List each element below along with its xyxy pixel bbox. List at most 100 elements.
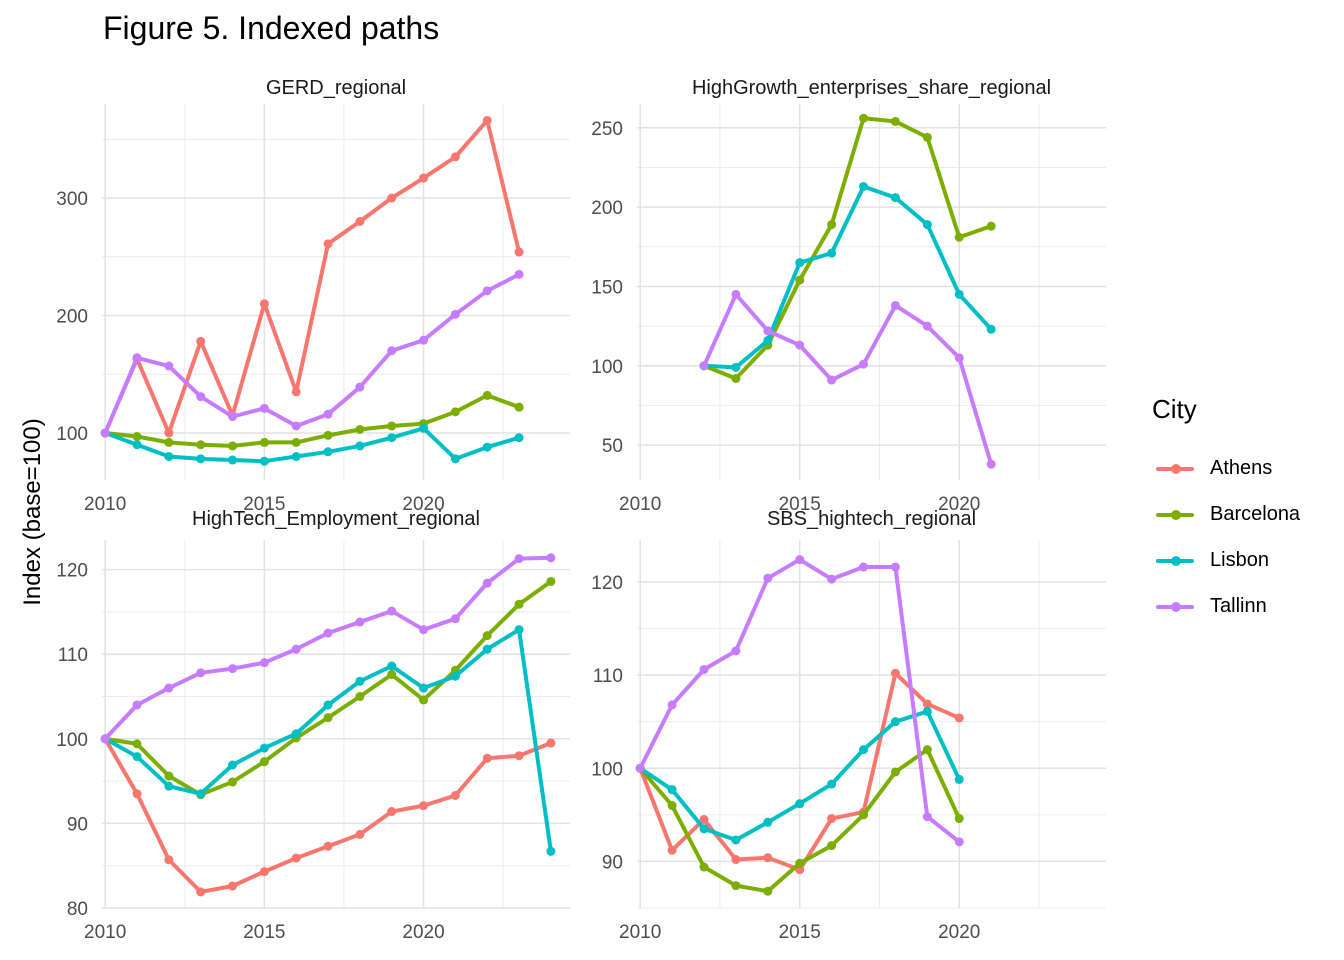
data-point-lisbon [387, 661, 397, 671]
data-point-athens [387, 193, 397, 203]
data-point-tallinn [731, 289, 741, 299]
series-line-tallinn [103, 272, 522, 435]
legend-label-lisbon: Lisbon [1210, 548, 1269, 571]
data-point-lisbon [954, 774, 964, 784]
legend-label-barcelona: Barcelona [1210, 502, 1301, 525]
data-point-tallinn [699, 664, 709, 674]
data-point-lisbon [763, 817, 773, 827]
data-point-barcelona [419, 695, 429, 705]
data-point-tallinn [323, 409, 333, 419]
x-tick-label: 2020 [402, 922, 444, 943]
legend-key-athens [1152, 455, 1198, 481]
data-point-athens [890, 668, 900, 678]
series-line-barcelona [103, 393, 522, 448]
data-point-tallinn [291, 421, 301, 431]
data-point-tallinn [859, 359, 869, 369]
data-point-tallinn [355, 382, 365, 392]
data-point-lisbon [546, 846, 556, 856]
data-point-tallinn [763, 326, 773, 336]
data-point-barcelona [731, 881, 741, 891]
series-athens [100, 115, 524, 438]
legend-title: City [1152, 394, 1197, 424]
data-point-tallinn [100, 428, 110, 438]
legend: City Athens Barcelona Lisbon Tallinn [1152, 394, 1300, 629]
data-point-athens [763, 853, 773, 863]
data-point-lisbon [667, 785, 677, 795]
data-point-tallinn [699, 361, 709, 371]
data-point-athens [323, 239, 333, 249]
series-line-athens [103, 736, 553, 894]
data-point-lisbon [731, 835, 741, 845]
data-point-barcelona [859, 113, 869, 123]
data-point-lisbon [132, 440, 142, 450]
series-lisbon [100, 423, 524, 466]
data-point-lisbon [514, 433, 524, 443]
data-point-barcelona [164, 771, 174, 781]
data-point-tallinn [514, 554, 524, 564]
series-line-athens [103, 118, 522, 435]
data-point-tallinn [827, 574, 837, 584]
data-point-tallinn [795, 340, 805, 350]
data-point-athens [164, 428, 174, 438]
data-point-lisbon [827, 248, 837, 258]
y-tick-label: 110 [593, 666, 623, 687]
data-point-barcelona [795, 275, 805, 285]
data-point-lisbon [763, 335, 773, 345]
data-point-barcelona [546, 576, 556, 586]
data-point-lisbon [795, 258, 805, 268]
data-point-athens [482, 753, 492, 763]
data-point-tallinn [355, 617, 365, 627]
data-point-lisbon [387, 433, 397, 443]
panel-highgrowth-enterprises-share-regional: 2010 2015 2020 50 100 150 200 250 HighGrowth_ent… [591, 77, 1106, 515]
data-point-lisbon [514, 625, 524, 635]
data-point-athens [132, 789, 142, 799]
data-point-barcelona [228, 441, 238, 451]
data-point-barcelona [699, 862, 709, 872]
data-point-lisbon [323, 700, 333, 710]
data-point-lisbon [859, 745, 869, 755]
data-point-barcelona [763, 886, 773, 896]
y-tick-label: 100 [591, 759, 623, 780]
legend-item-athens: Athens [1152, 445, 1300, 491]
y-tick-label: 100 [591, 357, 623, 378]
data-point-barcelona [922, 745, 932, 755]
data-point-barcelona [986, 221, 996, 231]
y-tick-label: 90 [602, 852, 623, 873]
legend-item-tallinn: Tallinn [1152, 583, 1300, 629]
y-tick-label: 50 [602, 436, 623, 457]
legend-item-lisbon: Lisbon [1152, 537, 1300, 583]
data-point-athens [450, 152, 460, 162]
data-point-tallinn [259, 658, 269, 668]
data-point-athens [922, 699, 932, 709]
y-tick-label: 200 [591, 198, 623, 219]
data-point-tallinn [450, 614, 460, 624]
data-point-tallinn [259, 403, 269, 413]
series-tallinn [100, 269, 524, 438]
data-point-athens [419, 801, 429, 811]
data-point-tallinn [922, 812, 932, 822]
data-point-tallinn [482, 286, 492, 296]
series-barcelona [699, 113, 996, 383]
data-point-barcelona [667, 801, 677, 811]
data-point-lisbon [922, 706, 932, 716]
data-point-tallinn [514, 269, 524, 279]
data-point-barcelona [259, 437, 269, 447]
data-point-lisbon [482, 644, 492, 654]
data-point-athens [355, 829, 365, 839]
data-point-barcelona [323, 713, 333, 723]
data-point-tallinn [164, 683, 174, 693]
y-tick-label: 300 [56, 189, 88, 210]
data-point-tallinn [890, 300, 900, 310]
data-point-lisbon [450, 671, 460, 681]
data-point-tallinn [954, 837, 964, 847]
x-tick-label: 2020 [938, 922, 980, 943]
data-point-tallinn [291, 644, 301, 654]
series-athens [100, 734, 556, 897]
facet-title: HighGrowth_enterprises_share_regional [692, 77, 1051, 99]
data-point-tallinn [387, 606, 397, 616]
data-point-barcelona [323, 430, 333, 440]
data-point-tallinn [635, 763, 645, 773]
data-point-lisbon [323, 447, 333, 457]
data-point-barcelona [164, 437, 174, 447]
data-point-lisbon [259, 743, 269, 753]
